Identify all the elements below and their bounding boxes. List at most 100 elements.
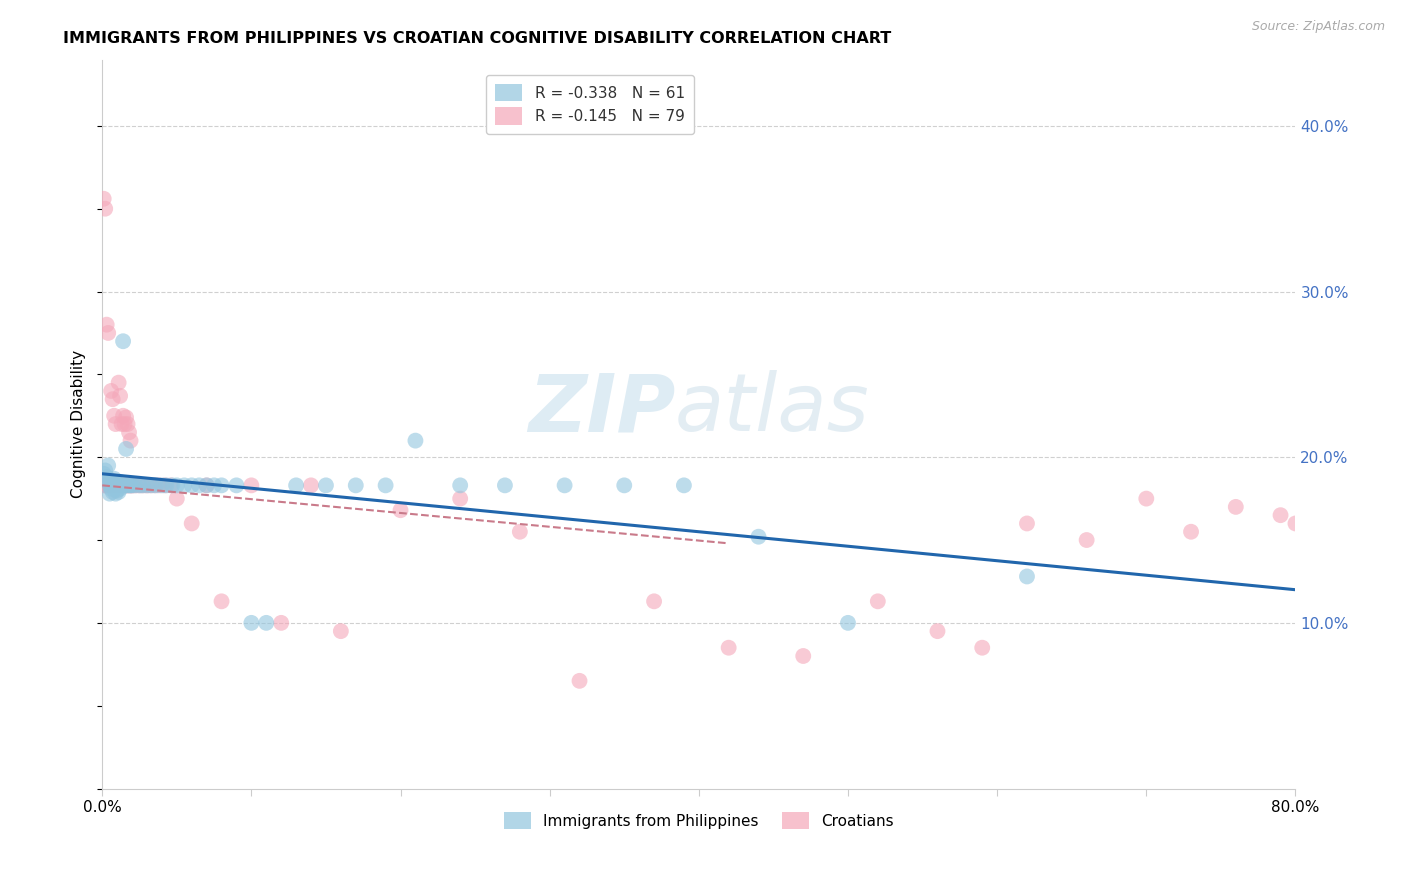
Point — [195, 478, 218, 492]
Point — [195, 478, 218, 492]
Point — [105, 476, 128, 491]
Point — [101, 392, 124, 407]
Point — [120, 478, 142, 492]
Point — [94, 463, 117, 477]
Point — [101, 476, 124, 491]
Point — [124, 478, 146, 492]
Point — [374, 478, 396, 492]
Point — [148, 478, 170, 492]
Point — [110, 478, 132, 492]
Point — [389, 503, 412, 517]
Point — [173, 478, 195, 492]
Point — [128, 478, 150, 492]
Point — [792, 648, 814, 663]
Point — [103, 478, 125, 492]
Point — [93, 192, 115, 206]
Point — [98, 478, 121, 492]
Point — [112, 334, 135, 349]
Point — [118, 478, 141, 492]
Point — [1315, 536, 1337, 550]
Point — [672, 478, 695, 492]
Point — [162, 478, 184, 492]
Point — [107, 376, 129, 390]
Point — [97, 475, 120, 489]
Point — [93, 467, 115, 481]
Point — [1015, 516, 1038, 531]
Point — [866, 594, 889, 608]
Point — [155, 478, 177, 492]
Point — [108, 478, 131, 492]
Point — [115, 410, 138, 425]
Legend: Immigrants from Philippines, Croatians: Immigrants from Philippines, Croatians — [498, 805, 900, 836]
Point — [972, 640, 994, 655]
Point — [121, 478, 143, 492]
Point — [211, 478, 233, 492]
Point — [299, 478, 322, 492]
Point — [131, 478, 153, 492]
Point — [150, 478, 173, 492]
Point — [114, 478, 136, 492]
Point — [1270, 508, 1292, 523]
Point — [120, 478, 142, 492]
Point — [107, 478, 129, 492]
Point — [225, 478, 247, 492]
Point — [98, 486, 121, 500]
Y-axis label: Cognitive Disability: Cognitive Disability — [72, 350, 86, 498]
Point — [103, 472, 125, 486]
Point — [1299, 528, 1322, 542]
Point — [104, 480, 127, 494]
Point — [98, 478, 121, 492]
Point — [100, 478, 122, 492]
Point — [101, 478, 124, 492]
Point — [145, 478, 167, 492]
Point — [105, 478, 128, 492]
Point — [96, 478, 118, 492]
Point — [110, 478, 132, 492]
Point — [118, 425, 141, 440]
Point — [121, 478, 143, 492]
Point — [1284, 516, 1306, 531]
Point — [104, 417, 127, 431]
Point — [94, 478, 117, 492]
Point — [554, 478, 576, 492]
Point — [117, 417, 139, 431]
Point — [509, 524, 531, 539]
Point — [129, 478, 152, 492]
Point — [613, 478, 636, 492]
Point — [927, 624, 949, 639]
Text: atlas: atlas — [675, 370, 870, 449]
Point — [747, 530, 769, 544]
Point — [114, 417, 136, 431]
Point — [107, 485, 129, 500]
Point — [93, 478, 115, 492]
Point — [97, 458, 120, 473]
Point — [1135, 491, 1157, 506]
Point — [159, 478, 181, 492]
Point — [105, 478, 128, 492]
Point — [1180, 524, 1202, 539]
Point — [449, 491, 471, 506]
Text: ZIP: ZIP — [527, 370, 675, 449]
Point — [100, 384, 122, 398]
Point — [115, 478, 138, 492]
Point — [211, 594, 233, 608]
Point — [166, 478, 188, 492]
Point — [344, 478, 367, 492]
Point — [115, 442, 138, 456]
Point — [97, 326, 120, 340]
Point — [1329, 544, 1351, 558]
Point — [180, 478, 202, 492]
Point — [141, 478, 163, 492]
Point — [110, 417, 132, 431]
Point — [643, 594, 665, 608]
Point — [1076, 533, 1098, 547]
Point — [112, 409, 135, 423]
Point — [1015, 569, 1038, 583]
Point — [132, 478, 155, 492]
Point — [494, 478, 516, 492]
Point — [98, 478, 121, 492]
Point — [117, 478, 139, 492]
Point — [153, 478, 176, 492]
Point — [449, 478, 471, 492]
Point — [329, 624, 352, 639]
